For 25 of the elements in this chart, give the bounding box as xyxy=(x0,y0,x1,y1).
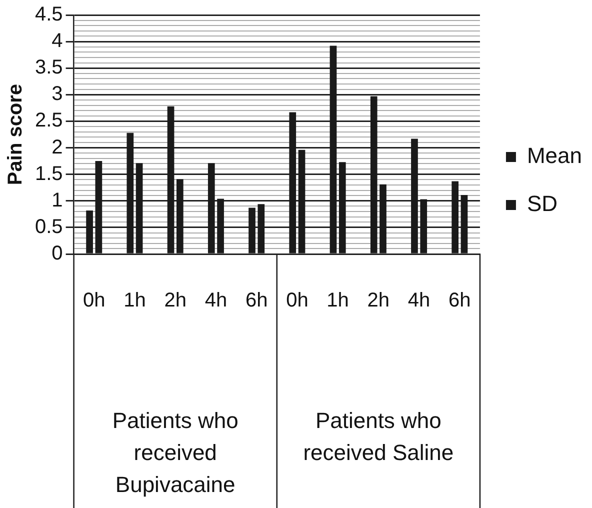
y-tick-label: 1.5 xyxy=(34,162,63,185)
y-tick-label: 3 xyxy=(52,83,63,106)
y-tick-label: 2 xyxy=(52,136,63,158)
y-axis-title: Pain score xyxy=(4,84,27,186)
x-tick-label: 2h xyxy=(367,290,390,312)
legend-label: Mean xyxy=(526,143,582,168)
x-tick-label: 0h xyxy=(82,290,106,312)
y-tick-label: 2.5 xyxy=(34,110,63,132)
x-tick-label: 4h xyxy=(408,290,430,312)
text: Patients who received Bupivacaine xyxy=(112,408,238,498)
y-tick-label: 3.5 xyxy=(34,56,63,79)
x-tick-label: 2h xyxy=(164,290,186,312)
x-tick-label: 1h xyxy=(326,290,349,312)
y-tick-label: 4 xyxy=(52,30,63,52)
x-tick-label: 1h xyxy=(124,290,146,312)
x-tick-label: 6h xyxy=(245,290,268,312)
y-tick-label: 4.5 xyxy=(34,4,63,26)
y-tick-label: 0.5 xyxy=(34,216,63,238)
x-tick-label: 0h xyxy=(286,290,308,312)
legend-label: SD xyxy=(526,191,558,216)
y-tick-label: 1 xyxy=(52,189,63,212)
x-tick-label: 6h xyxy=(448,290,471,312)
y-tick-label: 0 xyxy=(52,242,63,265)
x-tick-label: 4h xyxy=(204,290,228,312)
text: Patients who received Saline xyxy=(303,408,454,466)
